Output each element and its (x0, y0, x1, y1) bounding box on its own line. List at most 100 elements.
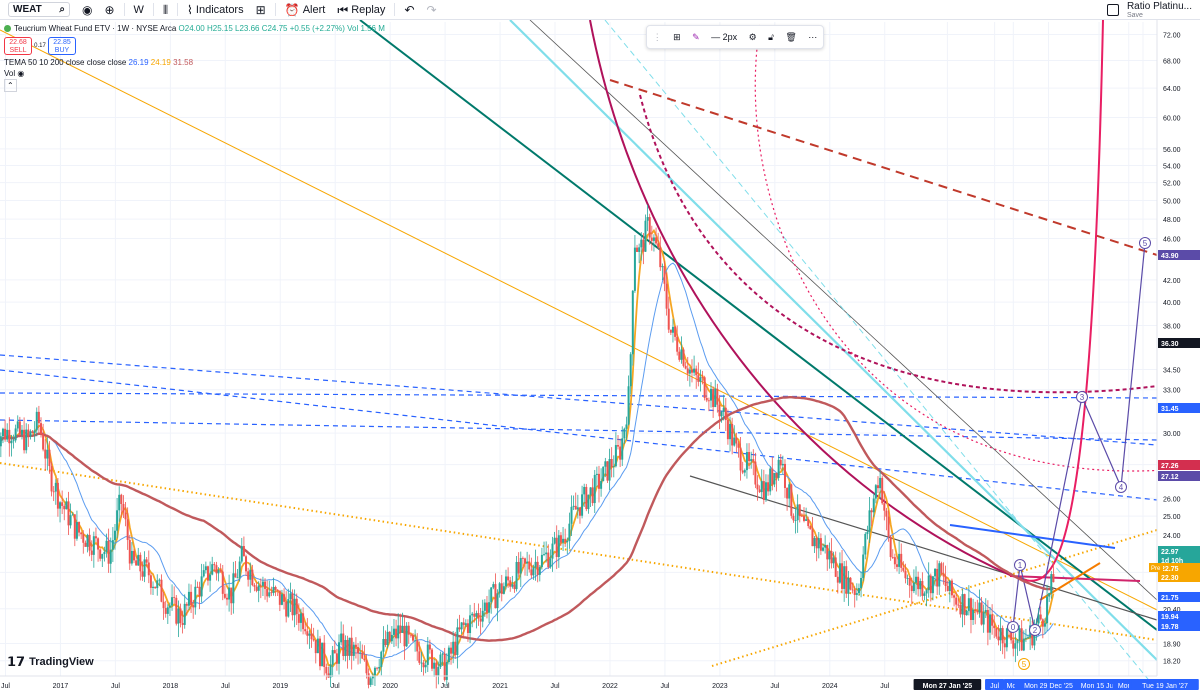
tema-fast-line (0, 228, 1055, 678)
replay-button[interactable]: ⏮ Replay (331, 0, 391, 19)
templates-button[interactable]: ⊞ (250, 0, 272, 19)
candle-body (779, 459, 782, 466)
candle-body (942, 573, 945, 577)
candle-body (348, 637, 351, 656)
eye-icon[interactable]: ◉ (17, 69, 25, 78)
candle-body (1033, 630, 1036, 646)
candle-body (906, 578, 909, 579)
buy-button[interactable]: 22.85 BUY (48, 37, 76, 55)
candle-body (314, 640, 317, 654)
templates-icon[interactable]: ⊞ (673, 31, 681, 42)
candle-body (578, 507, 581, 516)
cyan-dashed-trendline (604, 20, 1158, 691)
candle-body (388, 631, 391, 642)
candle-body (255, 586, 258, 591)
lock-icon[interactable]: 🔓︎ (768, 31, 774, 42)
redo-button[interactable]: ↷ (421, 0, 443, 19)
candle-body (209, 574, 212, 581)
price-tick-label: 60.00 (1163, 116, 1181, 123)
candle-body (743, 470, 746, 473)
price-chart[interactable]: 0 1 2 3 4 5 5 72.00 68.00 64.00 60.00 56.00 54.00 52… (0, 20, 1200, 694)
candle-body (363, 658, 366, 661)
price-tag-text: 43.90 (1161, 253, 1179, 260)
candle-body (705, 397, 708, 401)
candle-body (1005, 628, 1008, 648)
candle-body (335, 653, 338, 664)
layout-save-button[interactable]: Ratio Platinu... Save (1106, 0, 1200, 19)
moving-averages (0, 228, 1055, 678)
more-icon[interactable]: ⋯ (808, 31, 818, 42)
candle-body (712, 388, 715, 408)
candle-body (378, 666, 381, 669)
candle-body (373, 667, 376, 677)
candle-body (788, 484, 791, 499)
undo-button[interactable]: ↶ (398, 0, 420, 19)
candle-body (75, 522, 78, 539)
chart-type-button[interactable]: ⫴ (157, 0, 174, 19)
wave-label-circle (1029, 624, 1041, 636)
candle-body (824, 544, 827, 548)
interval-button[interactable]: W (128, 0, 150, 19)
alarm-icon: ⏰ (284, 2, 300, 17)
candle-body (492, 584, 495, 588)
candle-body (881, 477, 884, 504)
candle-body (211, 564, 214, 575)
time-tick-label: Jul (1, 683, 10, 690)
plus-icon: ⊕ (104, 2, 115, 17)
candle-body (361, 652, 364, 659)
candle-body (910, 585, 913, 592)
symbol-title: Teucrium Wheat Fund ETV · 1W · NYSE Arca (14, 24, 177, 33)
candle-body (447, 647, 450, 662)
symbol-search[interactable]: WEAT ⌕ (8, 2, 70, 17)
candle-body (809, 526, 812, 530)
candle-body (35, 411, 38, 431)
buy-price: 22.85 (53, 39, 71, 46)
candle-body (669, 329, 672, 333)
candle-body (88, 534, 91, 551)
candle-body (773, 473, 776, 485)
candle-body (61, 502, 64, 506)
drag-handle-icon[interactable]: ⋮ (652, 31, 662, 42)
pencil-icon[interactable]: ✎ (692, 31, 700, 42)
candle-body (864, 533, 867, 555)
time-tick-label: Mon 29 Dec '25 (1024, 683, 1073, 690)
volume-label[interactable]: Vol (4, 69, 16, 78)
time-tick-label: Jul (990, 683, 999, 690)
line-width-button[interactable]: — 2px (711, 32, 738, 42)
candle-body (327, 673, 330, 678)
candle-body (456, 627, 459, 656)
candle-body (718, 404, 721, 417)
candle-body (384, 639, 387, 646)
price-tag-bg (1158, 621, 1200, 631)
candle-body (530, 569, 533, 576)
collapse-icon[interactable]: ⌃ (4, 79, 17, 92)
candle-body (266, 588, 269, 597)
price-tag-text: 22.75 (1161, 566, 1179, 573)
tema-label[interactable]: TEMA 50 10 200 close close close (4, 58, 127, 67)
compare-button[interactable]: ◉ (76, 0, 98, 19)
candle-body (143, 559, 146, 577)
candle-body (714, 388, 717, 408)
candle-body (59, 502, 62, 509)
candle-body (162, 601, 165, 609)
sell-button[interactable]: 22.68 SELL (4, 37, 32, 55)
add-symbol-button[interactable]: ⊕ (98, 0, 120, 19)
candle-body (999, 628, 1002, 641)
candle-body (202, 570, 205, 577)
candle-body (56, 482, 59, 509)
wave-label-circle (1007, 621, 1019, 633)
candle-body (310, 633, 313, 640)
indicators-button[interactable]: ⌇ Indicators (181, 0, 250, 19)
candle-body (758, 489, 761, 493)
alert-button[interactable]: ⏰ Alert (279, 0, 332, 19)
settings-icon[interactable]: ⚙ (748, 31, 757, 42)
candle-body (390, 634, 393, 642)
candle-body (479, 618, 482, 622)
time-tick-label: Mon 27 Jan '25 (923, 683, 973, 690)
candle-body (587, 494, 590, 510)
candle-body (280, 594, 283, 605)
price-tick-label: 68.00 (1163, 59, 1181, 66)
trash-icon[interactable]: 🗑︎ (785, 31, 797, 42)
candle-body (130, 550, 133, 564)
candle-body (352, 644, 355, 656)
